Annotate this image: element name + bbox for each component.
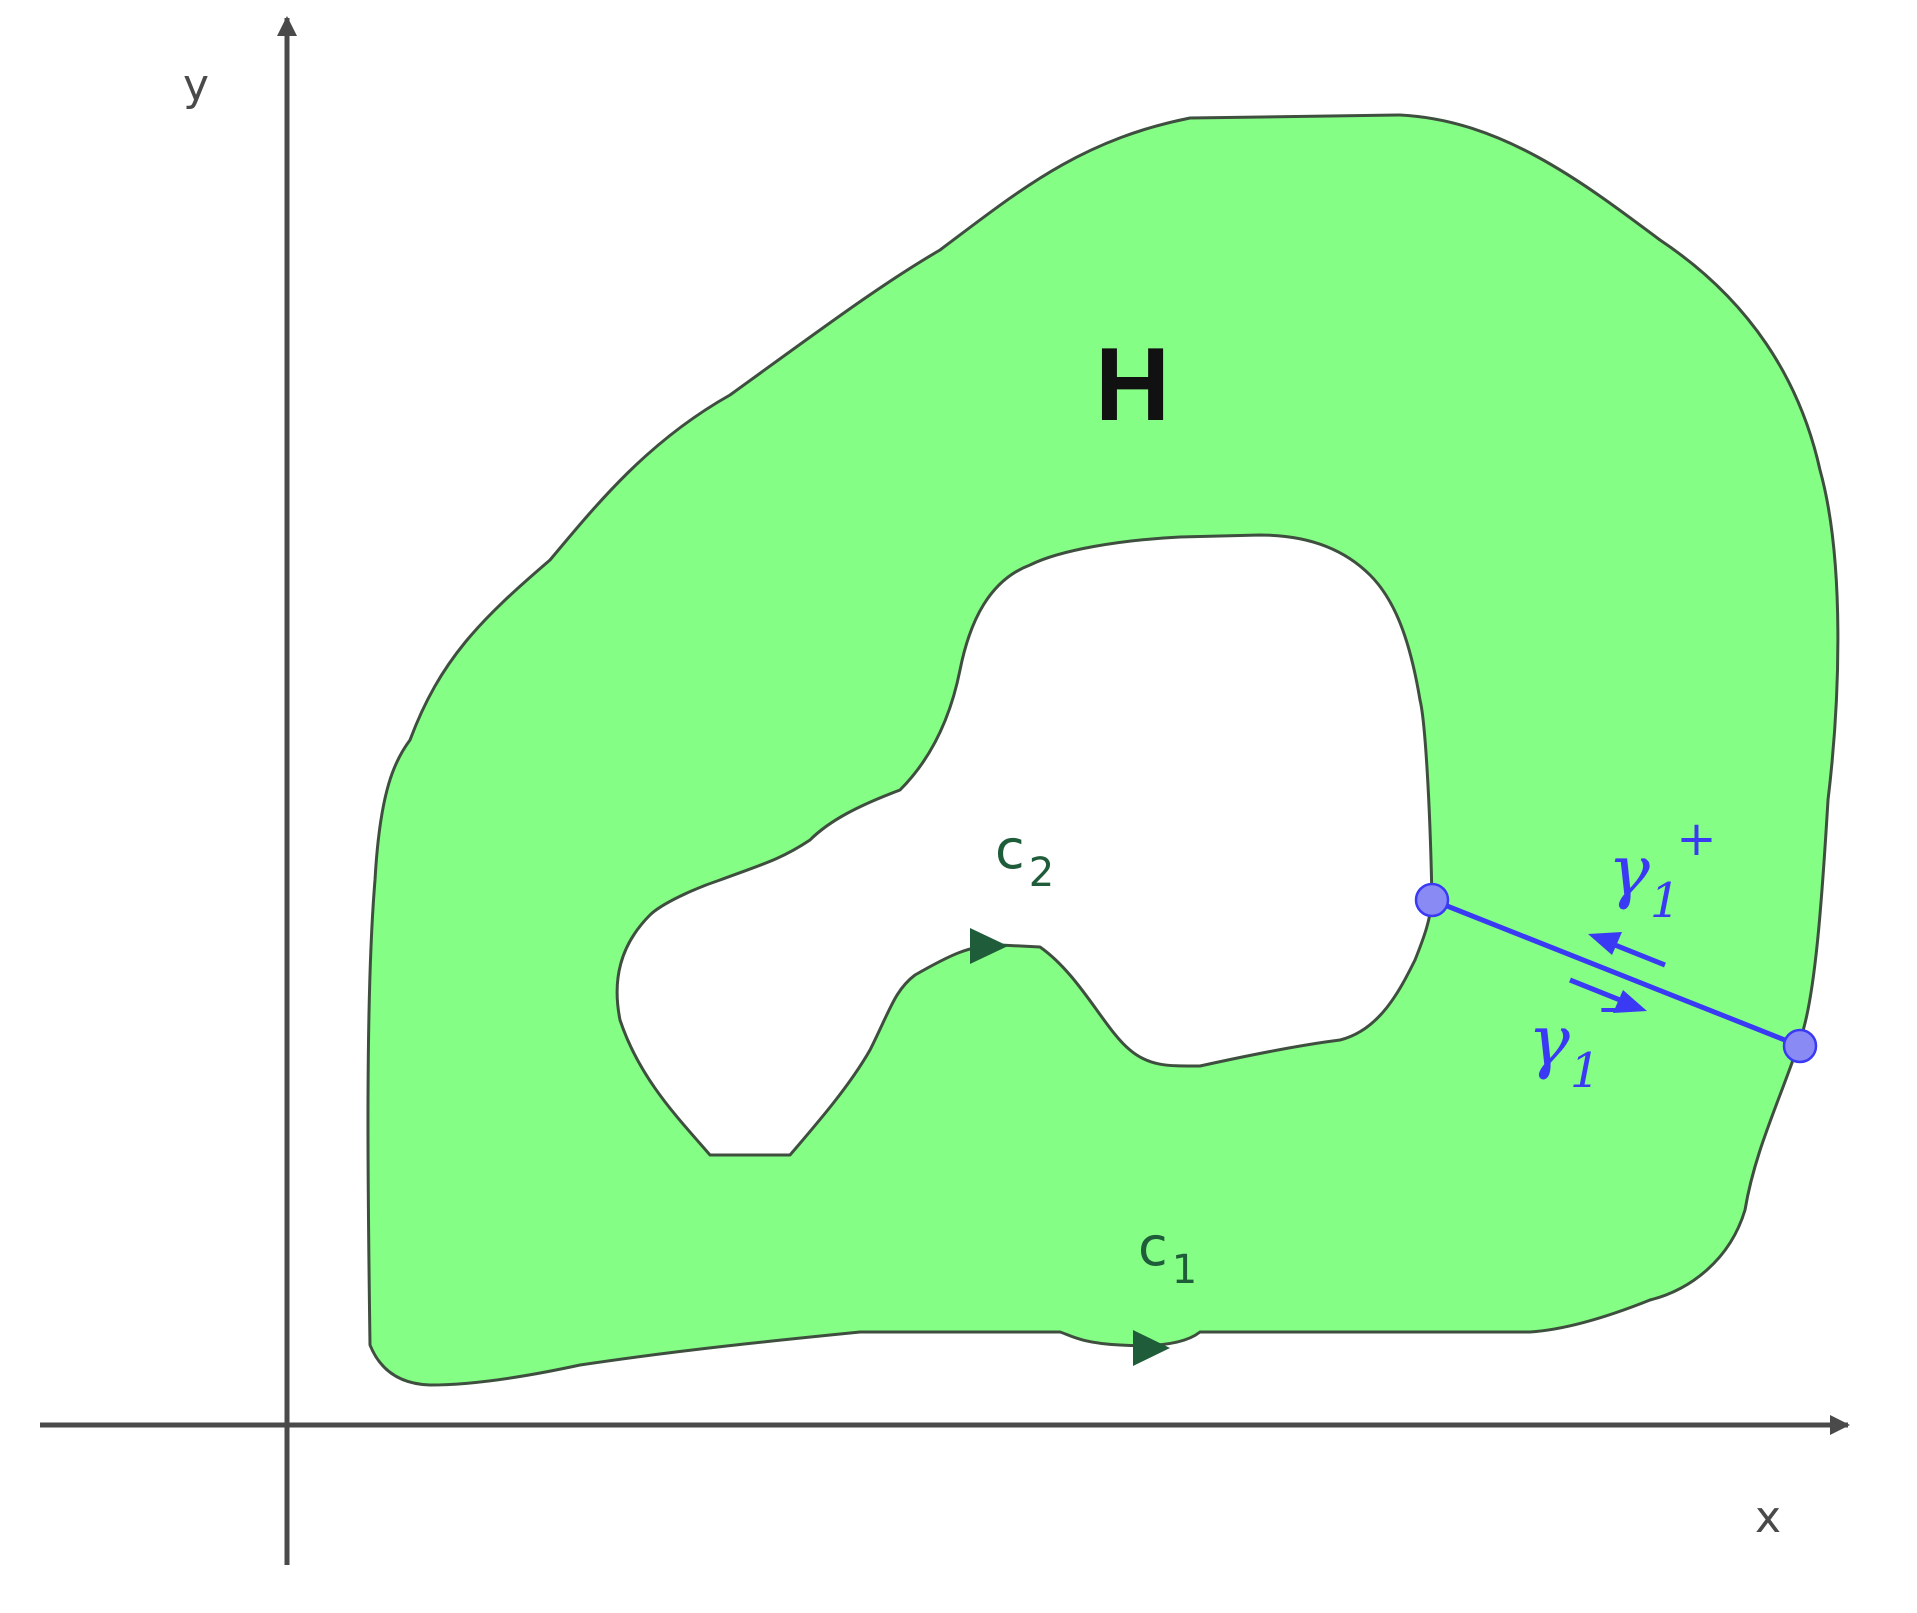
- region-label: H: [1095, 327, 1170, 443]
- c2-direction-arrow: [970, 928, 1008, 964]
- x-axis-label: x: [1755, 1492, 1781, 1543]
- cut-endpoint-inner: [1414, 882, 1450, 918]
- gamma-minus-arrowhead: [1613, 990, 1647, 1013]
- region-h: [366, 113, 1840, 1387]
- gamma-plus-arrowhead: [1588, 932, 1622, 955]
- gamma-minus-label: γ1−: [1528, 981, 1637, 1099]
- c1-direction-arrow: [1133, 1330, 1170, 1366]
- cut-endpoint-outer: [1782, 1028, 1818, 1064]
- gamma-plus-label: γ1+: [1608, 811, 1717, 929]
- y-axis-label: y: [183, 60, 209, 111]
- cut-segment: [1431, 897, 1801, 1049]
